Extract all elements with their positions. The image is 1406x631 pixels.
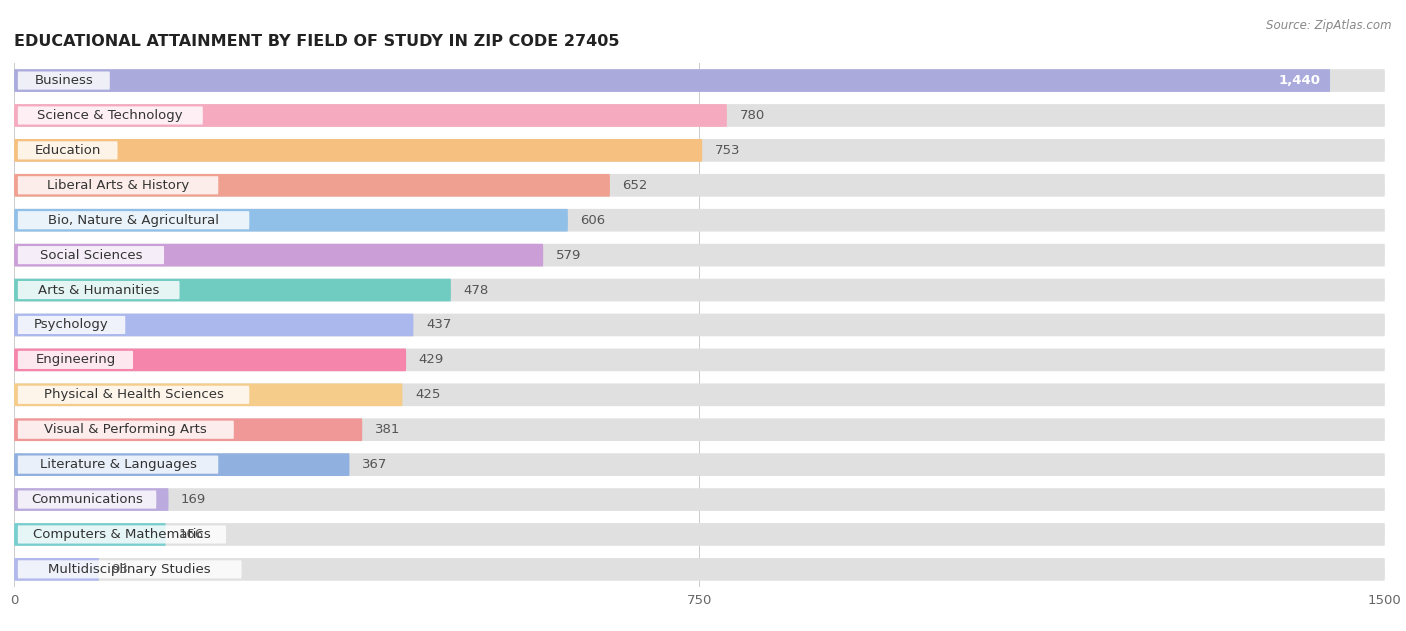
Bar [14, 552, 1385, 587]
Text: 437: 437 [426, 319, 451, 331]
Bar [14, 133, 1385, 168]
Text: EDUCATIONAL ATTAINMENT BY FIELD OF STUDY IN ZIP CODE 27405: EDUCATIONAL ATTAINMENT BY FIELD OF STUDY… [14, 35, 620, 49]
Bar [14, 273, 1385, 307]
FancyBboxPatch shape [14, 314, 413, 336]
FancyBboxPatch shape [14, 104, 1385, 127]
Text: 425: 425 [415, 388, 440, 401]
FancyBboxPatch shape [18, 456, 218, 474]
FancyBboxPatch shape [18, 421, 233, 439]
FancyBboxPatch shape [18, 246, 165, 264]
FancyBboxPatch shape [18, 211, 249, 229]
Text: Arts & Humanities: Arts & Humanities [38, 283, 159, 297]
FancyBboxPatch shape [18, 526, 226, 543]
Text: 367: 367 [361, 458, 387, 471]
FancyBboxPatch shape [14, 139, 702, 162]
FancyBboxPatch shape [18, 351, 134, 369]
Text: 478: 478 [464, 283, 489, 297]
FancyBboxPatch shape [14, 209, 1385, 232]
FancyBboxPatch shape [14, 174, 610, 197]
Text: Engineering: Engineering [35, 353, 115, 367]
FancyBboxPatch shape [14, 314, 1385, 336]
FancyBboxPatch shape [14, 348, 406, 371]
FancyBboxPatch shape [18, 176, 218, 194]
Text: 429: 429 [419, 353, 444, 367]
Text: 1,440: 1,440 [1278, 74, 1320, 87]
Text: 652: 652 [623, 179, 648, 192]
FancyBboxPatch shape [18, 141, 118, 160]
Text: Multidisciplinary Studies: Multidisciplinary Studies [48, 563, 211, 576]
FancyBboxPatch shape [14, 453, 350, 476]
FancyBboxPatch shape [14, 384, 402, 406]
Text: Physical & Health Sciences: Physical & Health Sciences [44, 388, 224, 401]
Bar [14, 238, 1385, 273]
Bar [14, 343, 1385, 377]
FancyBboxPatch shape [18, 281, 180, 299]
Bar [14, 482, 1385, 517]
FancyBboxPatch shape [18, 107, 202, 124]
FancyBboxPatch shape [14, 279, 1385, 302]
Text: Education: Education [35, 144, 101, 157]
FancyBboxPatch shape [14, 69, 1330, 92]
FancyBboxPatch shape [14, 418, 363, 441]
FancyBboxPatch shape [14, 558, 98, 581]
Text: Psychology: Psychology [34, 319, 108, 331]
FancyBboxPatch shape [14, 139, 1385, 162]
Text: Liberal Arts & History: Liberal Arts & History [46, 179, 190, 192]
Text: 753: 753 [714, 144, 740, 157]
Bar [14, 412, 1385, 447]
FancyBboxPatch shape [14, 523, 1385, 546]
FancyBboxPatch shape [14, 558, 1385, 581]
FancyBboxPatch shape [14, 453, 1385, 476]
Text: 579: 579 [555, 249, 581, 262]
Text: Source: ZipAtlas.com: Source: ZipAtlas.com [1267, 19, 1392, 32]
FancyBboxPatch shape [14, 488, 1385, 511]
Bar [14, 517, 1385, 552]
FancyBboxPatch shape [14, 384, 1385, 406]
FancyBboxPatch shape [14, 279, 451, 302]
Text: Social Sciences: Social Sciences [39, 249, 142, 262]
Text: Communications: Communications [31, 493, 143, 506]
Text: 166: 166 [179, 528, 204, 541]
Text: Literature & Languages: Literature & Languages [39, 458, 197, 471]
Text: 169: 169 [181, 493, 207, 506]
FancyBboxPatch shape [14, 69, 1385, 92]
Text: Science & Technology: Science & Technology [38, 109, 183, 122]
Text: 381: 381 [375, 423, 401, 436]
FancyBboxPatch shape [14, 104, 727, 127]
FancyBboxPatch shape [14, 244, 1385, 266]
Text: Business: Business [34, 74, 93, 87]
FancyBboxPatch shape [14, 488, 169, 511]
Bar [14, 377, 1385, 412]
Text: Computers & Mathematics: Computers & Mathematics [34, 528, 211, 541]
Bar [14, 63, 1385, 98]
Text: 780: 780 [740, 109, 765, 122]
FancyBboxPatch shape [18, 560, 242, 579]
FancyBboxPatch shape [18, 71, 110, 90]
Text: Bio, Nature & Agricultural: Bio, Nature & Agricultural [48, 214, 219, 227]
Text: 93: 93 [111, 563, 128, 576]
Bar [14, 447, 1385, 482]
FancyBboxPatch shape [18, 490, 156, 509]
Text: Visual & Performing Arts: Visual & Performing Arts [45, 423, 207, 436]
Text: 606: 606 [581, 214, 606, 227]
FancyBboxPatch shape [18, 316, 125, 334]
FancyBboxPatch shape [18, 386, 249, 404]
Bar [14, 307, 1385, 343]
Bar [14, 168, 1385, 203]
FancyBboxPatch shape [14, 174, 1385, 197]
FancyBboxPatch shape [14, 348, 1385, 371]
FancyBboxPatch shape [14, 523, 166, 546]
FancyBboxPatch shape [14, 244, 543, 266]
FancyBboxPatch shape [14, 418, 1385, 441]
Bar [14, 98, 1385, 133]
Bar [14, 203, 1385, 238]
FancyBboxPatch shape [14, 209, 568, 232]
